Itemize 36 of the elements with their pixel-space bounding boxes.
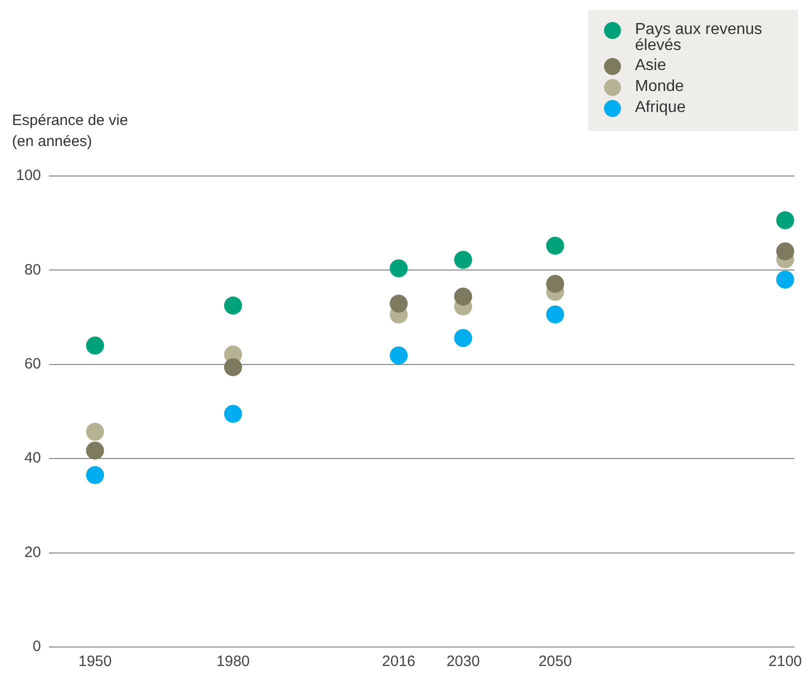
y-tick-label: 40 [24,450,42,467]
point [546,274,564,293]
point [546,236,564,255]
point [390,346,408,364]
legend-label: Monde [635,78,684,95]
point [86,442,104,460]
point [224,358,242,376]
x-tick-label: 2016 [382,653,416,670]
point [86,422,104,441]
legend-label: Afrique [635,99,686,116]
point [224,404,242,423]
legend-label: Pays aux revenus élevés [635,21,764,54]
y-tick-label: 80 [24,261,42,278]
y-tick-label: 60 [24,356,42,373]
x-tick-label: 2030 [446,653,480,670]
point [776,270,794,289]
point [546,305,564,324]
point [454,288,472,306]
point [454,250,472,269]
point [86,336,104,355]
point [390,294,408,313]
x-tick-label: 2050 [538,653,572,670]
y-tick-label: 20 [24,544,42,561]
point [776,242,794,260]
point [86,466,104,484]
x-tick-label: 1950 [78,653,112,670]
x-tick-label: 1980 [216,653,250,670]
point [224,296,242,315]
y-tick-label: 100 [16,167,42,184]
x-tick-label: 2100 [768,653,802,670]
y-tick-label: 0 [32,638,42,656]
legend-label: Asie [635,57,666,74]
point [390,259,408,278]
point [454,329,472,348]
point [776,211,794,230]
y-axis-title: Espérance de vie (en années) [12,111,128,152]
